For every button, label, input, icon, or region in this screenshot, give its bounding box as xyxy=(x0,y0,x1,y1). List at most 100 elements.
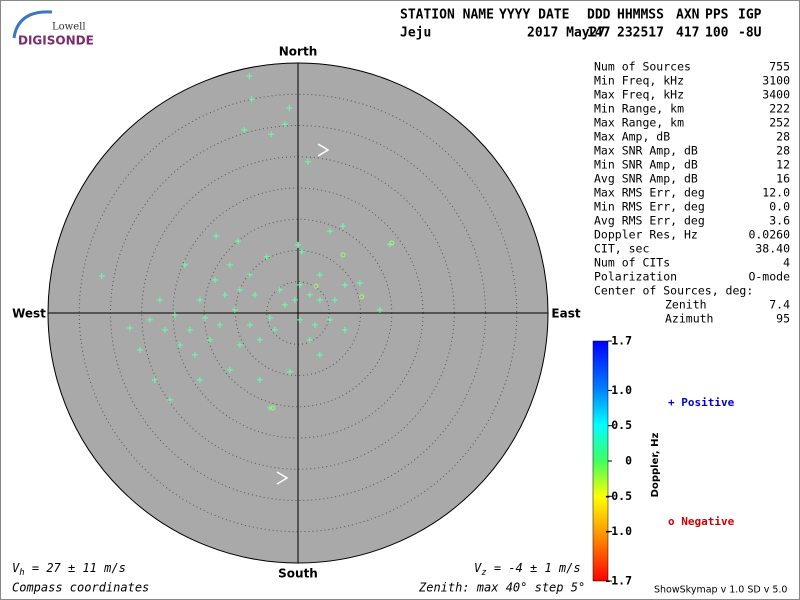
source-positive xyxy=(356,280,363,286)
stat-label: Min RMS Err, deg xyxy=(594,200,705,214)
header-label: DDD xyxy=(587,8,611,23)
source-positive xyxy=(341,281,348,288)
source-positive xyxy=(281,301,288,308)
source-positive xyxy=(181,261,188,268)
source-positive xyxy=(281,121,288,128)
colorbar-tick-label: -1.0 xyxy=(604,524,632,538)
stat-value: 3.6 xyxy=(769,214,790,228)
source-negative xyxy=(313,283,319,289)
logo-top: Lowell xyxy=(52,22,86,33)
source-positive xyxy=(196,296,203,303)
source-positive xyxy=(235,238,241,245)
source-positive xyxy=(316,296,323,303)
header-value: Jeju xyxy=(400,26,431,41)
source-positive xyxy=(191,351,198,358)
source-positive xyxy=(266,405,273,411)
source-positive xyxy=(331,296,338,303)
source-positive xyxy=(136,346,143,353)
dir-south: South xyxy=(278,567,318,581)
stat-label: Max Range, km xyxy=(594,116,684,130)
source-positive xyxy=(291,296,298,303)
center-title: Center of Sources, deg: xyxy=(594,284,753,298)
version: ShowSkymap v 1.0 SD v 5.0 xyxy=(654,585,787,596)
source-positive xyxy=(306,291,313,298)
stat-label: Max Amp, dB xyxy=(594,130,670,144)
source-positive xyxy=(271,326,278,333)
source-positive xyxy=(326,316,333,323)
chevron xyxy=(276,471,289,485)
stat-label: Max RMS Err, deg xyxy=(594,186,705,200)
stat-label: Polarization xyxy=(594,270,677,284)
stat-label: Avg RMS Err, deg xyxy=(594,214,705,228)
dir-east: East xyxy=(551,307,580,321)
source-positive xyxy=(146,316,153,323)
plot xyxy=(47,62,549,564)
source-positive xyxy=(376,306,383,313)
source-positive xyxy=(298,248,305,255)
source-positive xyxy=(306,336,313,343)
source-positive xyxy=(126,325,133,331)
source-positive xyxy=(176,341,183,348)
source-positive xyxy=(221,291,228,298)
source-positive xyxy=(296,316,303,323)
colorbar-tick-label: -1.7 xyxy=(604,574,632,588)
source-positive xyxy=(246,271,253,278)
legend-entry: o Negative xyxy=(668,515,735,528)
source-positive xyxy=(286,105,293,111)
source-negative xyxy=(389,240,395,246)
source-positive xyxy=(311,321,318,328)
source-positive xyxy=(236,341,243,348)
source-positive xyxy=(171,311,178,318)
source-positive xyxy=(241,126,248,133)
source-negative xyxy=(270,405,276,411)
colorbar-tick-label: 1.0 xyxy=(611,383,632,397)
coords-note: Compass coordinates xyxy=(12,581,149,595)
velocity-vh: Vh = 27 ± 11 m/s xyxy=(12,561,126,578)
colorbar-tick-label: 0 xyxy=(625,454,632,468)
stat-label: Avg SNR Amp, dB xyxy=(594,172,698,186)
header-label: YYYY DATE xyxy=(499,8,569,23)
legend-entry: + Positive xyxy=(668,396,735,409)
source-positive xyxy=(98,273,105,280)
source-positive xyxy=(295,241,301,248)
header-value: 232517 xyxy=(617,26,664,41)
stat-label: Num of Sources xyxy=(594,60,691,74)
header-value: 100 xyxy=(705,26,729,41)
logo-bottom: DIGISONDE xyxy=(18,34,94,48)
stat-label: Num of CITs xyxy=(594,256,670,270)
header-label: IGP xyxy=(738,8,762,23)
stat-label: Min Range, km xyxy=(594,102,684,116)
source-positive xyxy=(196,376,203,383)
stat-value: 0.0260 xyxy=(748,228,790,242)
source-positive xyxy=(316,271,323,278)
source-positive xyxy=(316,351,323,358)
source-positive xyxy=(341,326,348,333)
header-value: 417 xyxy=(676,26,699,41)
header-label: PPS xyxy=(705,8,729,23)
stat-value: 755 xyxy=(769,60,790,74)
velocity-vz: Vz = -4 ± 1 m/s xyxy=(474,561,581,578)
center-value: 95 xyxy=(776,312,790,326)
colorbar-label: Doppler, Hz xyxy=(650,433,661,498)
stat-label: Min Freq, kHz xyxy=(594,74,684,88)
source-positive xyxy=(246,73,253,80)
chevron xyxy=(317,143,330,157)
source-positive xyxy=(186,326,193,333)
header-value: 2017 May27 xyxy=(527,26,605,41)
source-positive xyxy=(236,286,243,293)
stat-value: 28 xyxy=(776,130,790,144)
source-positive xyxy=(266,315,273,321)
center-label: Azimuth xyxy=(665,312,713,326)
stat-value: 28 xyxy=(776,144,790,158)
stat-label: Min SNR Amp, dB xyxy=(594,158,698,172)
source-positive xyxy=(211,276,218,283)
source-positive xyxy=(286,368,293,375)
zenith-note: Zenith: max 40° step 5° xyxy=(418,581,585,595)
center-value: 7.4 xyxy=(769,298,790,312)
colorbar-tick-label: -0.5 xyxy=(604,489,632,503)
header-label: STATION NAME xyxy=(400,8,494,23)
source-positive xyxy=(268,131,275,138)
source-positive xyxy=(213,233,220,240)
header-value: -8U xyxy=(738,26,762,41)
